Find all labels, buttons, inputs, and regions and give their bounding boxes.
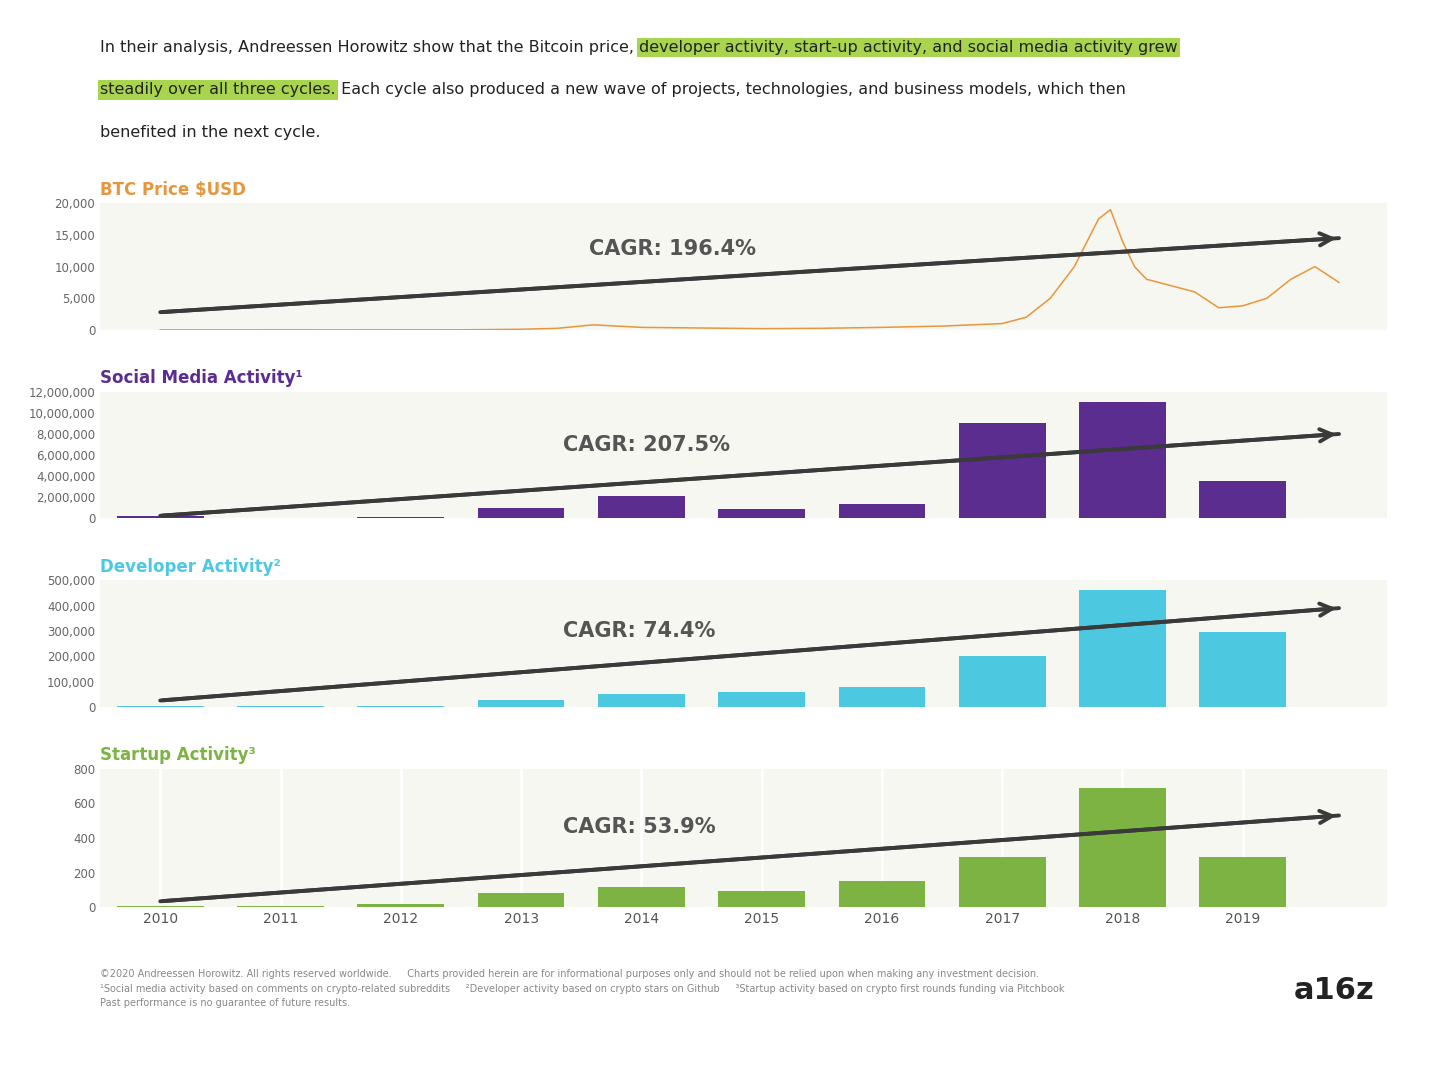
- Text: CAGR: 196.4%: CAGR: 196.4%: [589, 239, 756, 259]
- Bar: [478, 893, 565, 907]
- Bar: [358, 904, 445, 907]
- Bar: [718, 692, 805, 707]
- Bar: [960, 656, 1045, 707]
- Bar: [838, 686, 925, 707]
- Text: BTC Price $USD: BTC Price $USD: [100, 181, 246, 199]
- Bar: [1080, 788, 1165, 907]
- Text: developer activity, start-up activity, and social media activity grew: developer activity, start-up activity, a…: [639, 40, 1178, 55]
- Bar: [1080, 402, 1165, 519]
- Bar: [478, 699, 565, 707]
- Bar: [478, 508, 565, 519]
- Text: CAGR: 207.5%: CAGR: 207.5%: [563, 435, 731, 455]
- Text: CAGR: 74.4%: CAGR: 74.4%: [563, 621, 716, 641]
- Bar: [838, 881, 925, 907]
- Bar: [838, 504, 925, 519]
- Text: Developer Activity²: Developer Activity²: [100, 558, 280, 576]
- Text: benefited in the next cycle.: benefited in the next cycle.: [100, 125, 320, 140]
- Text: Startup Activity³: Startup Activity³: [100, 747, 256, 764]
- Text: Each cycle also produced a new wave of projects, technologies, and business mode: Each cycle also produced a new wave of p…: [336, 83, 1125, 98]
- Bar: [358, 518, 445, 519]
- Bar: [960, 424, 1045, 519]
- Bar: [1200, 481, 1286, 519]
- Text: a16z: a16z: [1294, 976, 1374, 1005]
- Bar: [358, 706, 445, 707]
- Bar: [598, 887, 685, 907]
- Text: Social Media Activity¹: Social Media Activity¹: [100, 369, 303, 387]
- Bar: [1200, 633, 1286, 707]
- Bar: [1080, 591, 1165, 707]
- Bar: [237, 906, 323, 907]
- Bar: [718, 891, 805, 907]
- Bar: [1200, 858, 1286, 907]
- Text: CAGR: 53.9%: CAGR: 53.9%: [563, 817, 716, 837]
- Bar: [117, 516, 203, 519]
- Text: steadily over all three cycles.: steadily over all three cycles.: [100, 83, 336, 98]
- Text: ©2020 Andreessen Horowitz. All rights reserved worldwide.     Charts provided he: ©2020 Andreessen Horowitz. All rights re…: [100, 969, 1064, 1008]
- Bar: [598, 694, 685, 707]
- Text: In their analysis, Andreessen Horowitz show that the Bitcoin price,: In their analysis, Andreessen Horowitz s…: [100, 40, 639, 55]
- Bar: [960, 858, 1045, 907]
- Bar: [718, 509, 805, 519]
- Bar: [598, 496, 685, 519]
